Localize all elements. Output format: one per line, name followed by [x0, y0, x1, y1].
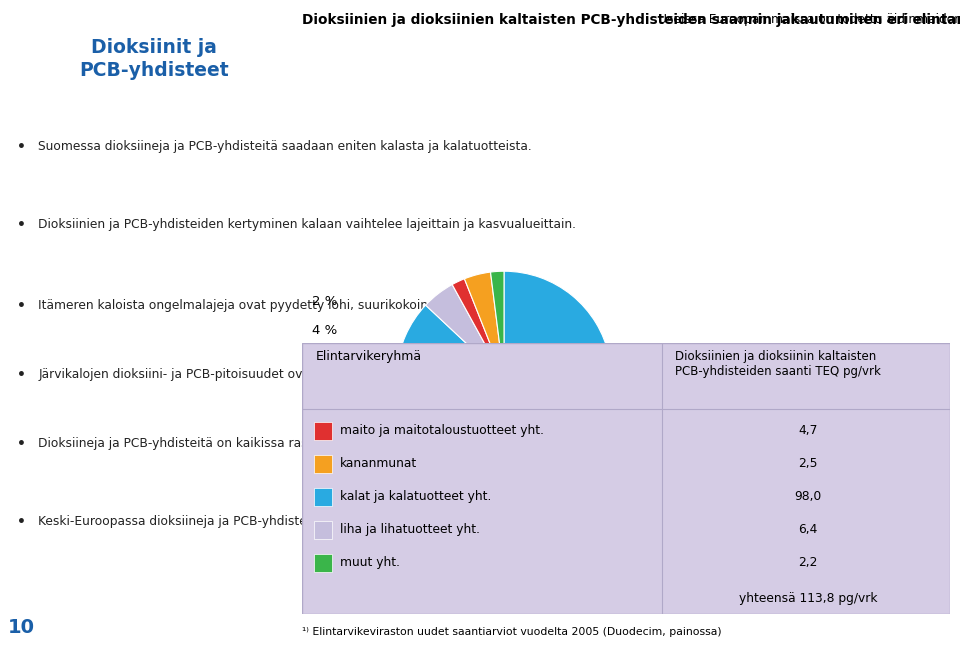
Text: kananmunat: kananmunat	[340, 457, 418, 470]
Text: 6,4: 6,4	[798, 523, 818, 536]
Text: 4,7: 4,7	[798, 424, 818, 437]
Text: yhteensä 113,8 pg/vrk: yhteensä 113,8 pg/vrk	[738, 592, 877, 605]
Text: 10: 10	[8, 618, 35, 637]
Text: •: •	[16, 299, 26, 313]
Text: Useissa Euroopan maissa on todettu äidinmaidon dioksiinipitoisuuksien laskeneen.: Useissa Euroopan maissa on todettu äidin…	[658, 13, 960, 26]
Text: Järvikalojen dioksiini- ja PCB-pitoisuudet ovat pieniä.: Järvikalojen dioksiini- ja PCB-pitoisuud…	[38, 368, 360, 381]
Text: Dioksiinit ja
PCB-yhdisteet: Dioksiinit ja PCB-yhdisteet	[79, 38, 228, 80]
Bar	[314, 454, 332, 473]
Text: Dioksiineja ja PCB-yhdisteitä on kaikissa rasvapitoisissa elintarvikkeissa.: Dioksiineja ja PCB-yhdisteitä on kaikiss…	[38, 437, 483, 450]
Bar	[314, 554, 332, 572]
Wedge shape	[396, 271, 612, 486]
Text: •: •	[16, 368, 26, 382]
Text: Dioksiinien ja dioksiinien kaltaisten PCB-yhdisteiden saannin jakautuminen eri e: Dioksiinien ja dioksiinien kaltaisten PC…	[302, 13, 960, 27]
Text: 98,0: 98,0	[794, 490, 822, 503]
Text: 2 %: 2 %	[312, 353, 337, 366]
Text: 2,2: 2,2	[798, 556, 818, 569]
Text: 4 %: 4 %	[312, 324, 337, 337]
Text: Dioksiinien ja dioksiinin kaltaisten
PCB-yhdisteiden saanti TEQ pg/vrk: Dioksiinien ja dioksiinin kaltaisten PCB…	[675, 349, 881, 377]
Bar	[314, 520, 332, 539]
Wedge shape	[491, 271, 504, 379]
Text: Dioksiinien ja PCB-yhdisteiden kertyminen kalaan vaihtelee lajeittain ja kasvual: Dioksiinien ja PCB-yhdisteiden kertymine…	[38, 218, 576, 231]
Text: Keski-Euroopassa dioksiineja ja PCB-yhdisteitä saadaan eniten maidosta ja lihast: Keski-Euroopassa dioksiineja ja PCB-yhdi…	[38, 515, 545, 528]
Text: 5 %: 5 %	[312, 389, 337, 402]
Text: 2 %: 2 %	[312, 295, 337, 308]
Wedge shape	[452, 279, 504, 379]
Text: •: •	[16, 437, 26, 451]
Text: 2,5: 2,5	[798, 457, 818, 470]
Text: muut yht.: muut yht.	[340, 556, 400, 569]
Text: •: •	[16, 140, 26, 153]
Text: liha ja lihatuotteet yht.: liha ja lihatuotteet yht.	[340, 523, 480, 536]
Text: kalat ja kalatuotteet yht.: kalat ja kalatuotteet yht.	[340, 490, 492, 503]
Bar	[314, 422, 332, 439]
Bar	[314, 488, 332, 505]
Text: maito ja maitotaloustuotteet yht.: maito ja maitotaloustuotteet yht.	[340, 424, 544, 437]
Text: 87 %: 87 %	[455, 464, 489, 477]
Text: •: •	[16, 218, 26, 232]
Text: ¹⁾ Elintarvikeviraston uudet saantiarviot vuodelta 2005 (Duodecim, painossa): ¹⁾ Elintarvikeviraston uudet saantiarvio…	[302, 627, 722, 637]
Wedge shape	[425, 285, 504, 379]
Text: Itämeren kaloista ongelmalajeja ovat pyydetty lohi, suurikokoinen silakka ja nah: Itämeren kaloista ongelmalajeja ovat pyy…	[38, 299, 580, 312]
Wedge shape	[465, 272, 504, 379]
Text: •: •	[16, 515, 26, 529]
Text: Elintarvikeryhmä: Elintarvikeryhmä	[315, 349, 421, 362]
Text: Suomessa dioksiineja ja PCB-yhdisteitä saadaan eniten kalasta ja kalatuotteista.: Suomessa dioksiineja ja PCB-yhdisteitä s…	[38, 140, 532, 153]
